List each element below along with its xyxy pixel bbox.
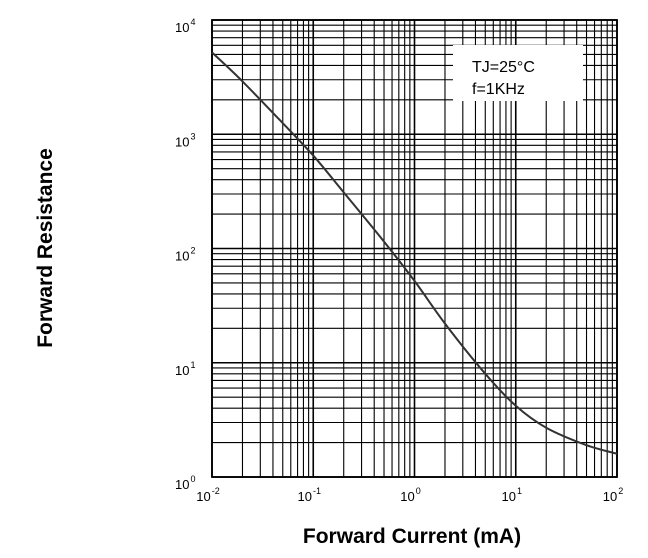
y-tick-label: 100: [175, 474, 195, 492]
x-tick-label: 102: [603, 486, 623, 504]
y-axis-label: Forward Resistance: [34, 148, 57, 348]
plot-frame: [211, 19, 618, 478]
y-tick-label: 102: [175, 246, 195, 264]
x-tick-labels: 10-2 10-1 100 101 102: [196, 486, 623, 504]
x-tick-label: 101: [502, 486, 522, 504]
annotation-line-2: f=1KHz: [472, 81, 525, 98]
curve-layer: [211, 51, 618, 455]
y-tick-label: 104: [175, 17, 195, 35]
series-line-0: [211, 51, 618, 455]
y-tick-label: 103: [175, 131, 195, 149]
x-tick-label: 10-2: [196, 486, 219, 504]
x-tick-label: 10-1: [298, 486, 321, 504]
annotation-box: TJ=25°C f=1KHz: [453, 45, 583, 101]
y-tick-labels: 104 103 102 101 100: [175, 17, 195, 492]
y-tick-label: 101: [175, 360, 195, 378]
annotation-line-1: TJ=25°C: [472, 59, 535, 76]
grid: [211, 19, 618, 478]
x-axis-label: Forward Current (mA): [303, 525, 521, 548]
x-tick-label: 100: [400, 486, 420, 504]
